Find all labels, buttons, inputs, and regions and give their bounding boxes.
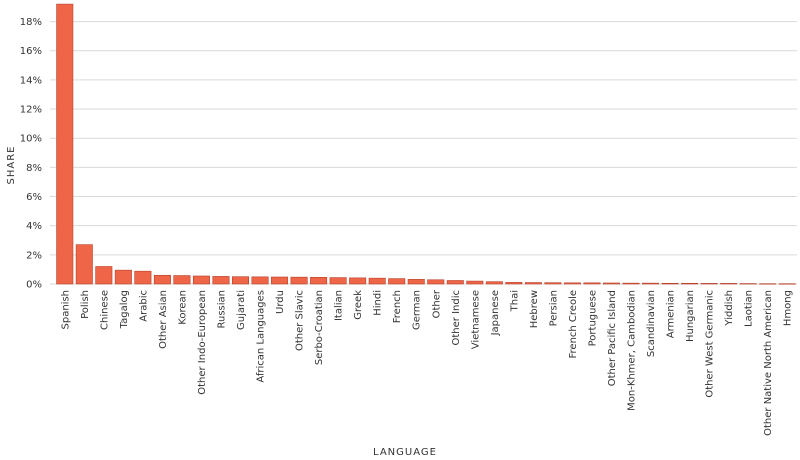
bar (310, 276, 328, 285)
bar (56, 3, 74, 285)
bar (349, 277, 367, 285)
x-tick-label: Gujarati (236, 290, 247, 330)
x-tick-label: Hebrew (529, 290, 540, 328)
x-tick-label: French (392, 290, 403, 323)
bar (524, 282, 542, 285)
x-tick-label: Thai (509, 290, 520, 312)
x-tick-label: Laotian (744, 290, 755, 327)
bar (720, 283, 738, 285)
x-tick-label: Mon-Khmer, Cambodian (627, 290, 638, 411)
bar (153, 274, 171, 285)
y-tick-label: 8% (26, 163, 42, 174)
bar (114, 269, 132, 285)
x-tick-label: Italian (334, 290, 345, 321)
x-tick-label: Hungarian (685, 290, 696, 342)
bar (642, 282, 660, 285)
x-tick-label: Chinese (99, 290, 110, 330)
x-tick-label: Yiddish (724, 290, 735, 327)
x-tick-label: Other Asian (158, 290, 169, 349)
bar (388, 278, 406, 285)
y-tick-label: 6% (26, 192, 42, 203)
bar (95, 266, 113, 285)
bar (778, 283, 796, 285)
bar (466, 280, 484, 285)
bar (602, 282, 621, 285)
x-tick-label: Armenian (666, 290, 677, 338)
x-tick-label: Portuguese (587, 290, 598, 346)
x-tick-label: Other Indic (451, 290, 462, 345)
bar (251, 276, 269, 285)
x-axis-label: LANGUAGE (373, 447, 437, 458)
x-tick-label: Russian (216, 290, 227, 329)
bar (329, 277, 347, 285)
x-tick-label: African Languages (256, 290, 267, 383)
x-tick-label: Other (431, 289, 442, 318)
x-tick-label: Hindi (373, 290, 384, 316)
bar (563, 282, 581, 285)
y-tick-label: 4% (26, 221, 42, 232)
x-tick-label: Tagalog (119, 290, 130, 329)
x-tick-label: German (412, 290, 423, 330)
bar (75, 244, 93, 285)
bar (173, 275, 191, 285)
bar (212, 276, 230, 285)
y-tick-label: 12% (20, 105, 42, 116)
x-tick-label: Hmong (783, 290, 794, 326)
bar (485, 281, 503, 285)
x-tick-label: Other Native North American (763, 290, 774, 436)
x-tick-label: Spanish (60, 290, 71, 330)
bar (739, 283, 757, 285)
bar (134, 270, 152, 285)
bar (427, 279, 445, 285)
bar (661, 282, 679, 285)
x-tick-label: Japanese (490, 290, 501, 336)
bar (271, 276, 289, 285)
bar (544, 282, 562, 285)
y-tick-label: 0% (26, 280, 42, 291)
bar (505, 282, 523, 285)
x-tick-label: Other Indo-European (197, 290, 208, 395)
x-tick-label: Scandinavian (646, 290, 657, 357)
x-tick-label: Other Pacific Island (607, 290, 618, 386)
y-tick-label: 16% (20, 46, 42, 57)
bar (681, 282, 699, 285)
x-tick-label: Greek (353, 290, 364, 320)
x-tick-label: Other West Germanic (705, 290, 716, 398)
x-tick-label: Arabic (138, 290, 149, 322)
x-tick-label: Korean (177, 290, 188, 325)
bar (368, 277, 386, 285)
y-axis-ticks: 0% 2% 4% 6% 8% 10% 12% 14% 16% 18% (20, 17, 42, 290)
bar (583, 282, 601, 285)
bar (759, 283, 777, 285)
bar (622, 282, 640, 285)
bar (290, 276, 308, 285)
bar (407, 279, 425, 285)
x-tick-label: French Creole (568, 290, 579, 359)
bar (192, 275, 210, 285)
y-tick-label: 14% (20, 75, 42, 86)
x-tick-label: Urdu (275, 290, 286, 314)
x-tick-label: Persian (548, 290, 559, 326)
x-tick-label: Polish (80, 290, 91, 319)
bar (700, 283, 718, 285)
x-tick-label: Vietnamese (470, 290, 481, 349)
y-tick-label: 2% (26, 250, 42, 261)
bar (231, 276, 250, 285)
bars (56, 3, 796, 285)
y-tick-label: 10% (20, 134, 42, 145)
x-axis-ticks: Spanish Polish Chinese Tagalog Arabic Other A… (60, 289, 793, 436)
gridlines (50, 21, 797, 285)
y-tick-label: 18% (20, 17, 42, 28)
x-tick-label: Serbo-Croatian (314, 290, 325, 365)
x-tick-label: Other Slavic (295, 290, 306, 351)
y-axis-label: SHARE (6, 146, 17, 185)
bar (446, 280, 464, 285)
